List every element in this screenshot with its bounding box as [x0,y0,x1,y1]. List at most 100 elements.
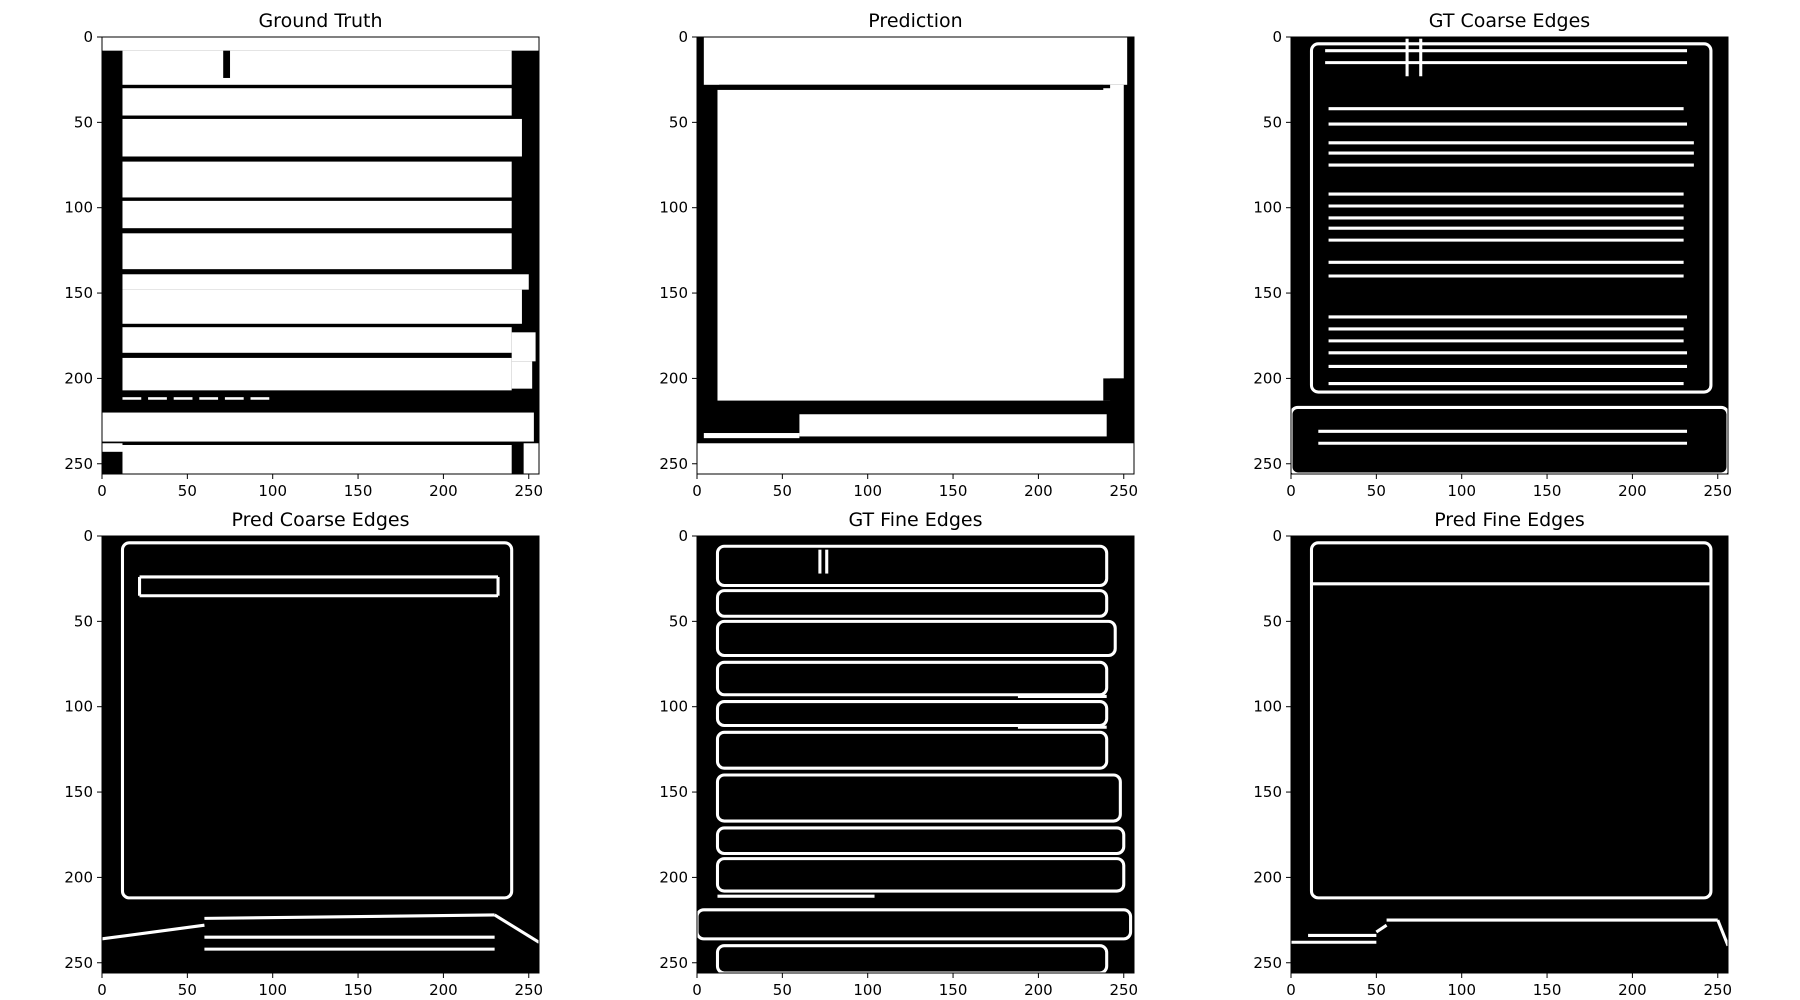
panel-6-ytick-label: 250 [1253,954,1282,972]
panel-6-xtick-label: 50 [1367,981,1386,999]
panel-1-xtick-label: 100 [258,482,287,500]
panel-4-edge-loop [120,541,514,900]
panel-2-region [717,89,1111,401]
panel-2-title: Prediction [868,10,962,32]
panel-6-edge-line [1375,923,1388,934]
panel-3-xtick-label: 150 [1533,482,1562,500]
panel-3-xtick-label: 0 [1286,482,1296,500]
panel-3-ytick-label: 100 [1253,199,1282,217]
panel-2-region [703,433,800,439]
panel-5-xtick-label: 200 [1024,981,1053,999]
panel-1-region [122,444,512,474]
panel-1-region [122,289,522,324]
panel-2-xtick-label: 200 [1024,482,1053,500]
panel-1-gap [223,50,231,78]
panel-1-region [122,274,529,290]
panel-1-title: Ground Truth [258,10,382,32]
panel-5-frame [696,535,1135,974]
panel-1-ytick-label: 100 [64,199,93,217]
panel-1-region [122,50,512,85]
panel-2-ytick-label: 150 [659,284,688,302]
panel-1-region [102,412,534,442]
panel-3-frame [1290,36,1729,475]
panel-1-frame [101,36,540,475]
panel-2-region [703,37,1128,85]
panel-5-xtick-label: 150 [939,981,968,999]
panel-1-xtick-label: 250 [514,482,543,500]
panel-5-image [697,536,1134,973]
panel-1-dash [250,397,270,400]
panel-5-xtick-label: 0 [692,981,702,999]
panel-1-region [122,200,512,229]
panel-1-dash [122,397,142,400]
panel-4-xtick-label: 50 [178,981,197,999]
panel-5-ytick-label: 150 [659,783,688,801]
panel-5-xtick-label: 50 [773,981,792,999]
panel-6-ytick-label: 200 [1253,868,1282,886]
panel-3-ytick-label: 150 [1253,284,1282,302]
panel-5-edge-loop [697,908,1133,941]
panel-4-ytick-label: 100 [64,698,93,716]
panel-3-xtick-label: 200 [1618,482,1647,500]
panel-4-ytick-label: 150 [64,783,93,801]
panel-3-xtick-label: 250 [1703,482,1732,500]
panel-5-edge-loop [715,826,1126,856]
panel-4-frame [101,535,540,974]
panel-1-xtick-label: 0 [97,482,107,500]
panel-5-ytick-label: 0 [678,527,688,545]
panel-1-region [122,327,512,353]
panel-5-ytick-label: 200 [659,868,688,886]
panel-6-ytick-label: 50 [1263,612,1282,630]
panel-4-ytick-label: 200 [64,868,93,886]
panel-5-edge-loop [715,589,1109,618]
panel-1-region [102,37,539,51]
panel-4-xtick-label: 200 [429,981,458,999]
panel-3-ytick-label: 0 [1272,28,1282,46]
panel-1-xtick-label: 50 [178,482,197,500]
panel-2-ytick-label: 250 [659,455,688,473]
panel-2-xtick-label: 250 [1109,482,1138,500]
panel-2-xtick-label: 100 [853,482,882,500]
panel-1-ytick-label: 0 [83,28,93,46]
panel-5-xtick-label: 100 [853,981,882,999]
panel-6-xtick-label: 250 [1703,981,1732,999]
panel-2-region [707,37,718,72]
panel-3-edge-loop [1291,405,1728,474]
panel-4-xtick-label: 0 [97,981,107,999]
panel-1-ytick-label: 250 [64,455,93,473]
panel-1-xtick-label: 200 [429,482,458,500]
panel-5-xtick-label: 250 [1109,981,1138,999]
panel-6-ytick-label: 100 [1253,698,1282,716]
panel-4-image [102,536,539,973]
panel-5-title: GT Fine Edges [848,509,982,531]
panel-4-ytick-label: 250 [64,954,93,972]
panel-2-ytick-label: 100 [659,199,688,217]
panel-5-edge-loop [715,944,1109,973]
panel-3-xtick-label: 50 [1367,482,1386,500]
panel-4-title: Pred Coarse Edges [232,509,410,531]
panel-1-dash [224,397,244,400]
panel-5-edge-loop [715,857,1126,893]
panel-1-region [122,118,522,157]
panel-4-ytick-label: 50 [74,612,93,630]
panel-5-ytick-label: 100 [659,698,688,716]
panel-1-ytick-label: 150 [64,284,93,302]
panel-1-region [122,233,512,270]
panel-6-frame [1290,535,1729,974]
panel-2-ytick-label: 200 [659,369,688,387]
panel-5-edge-loop [715,773,1122,823]
panel-5-edge-loop [715,730,1109,770]
panel-4-ytick-label: 0 [83,527,93,545]
panel-5-edge-loop [715,619,1117,658]
panel-5-ytick-label: 250 [659,954,688,972]
panel-3-ytick-label: 250 [1253,455,1282,473]
panel-3-edge-loop [1309,42,1713,394]
panel-6-xtick-label: 100 [1447,981,1476,999]
panel-2-ytick-label: 0 [678,28,688,46]
panel-6-ytick-label: 0 [1272,527,1282,545]
